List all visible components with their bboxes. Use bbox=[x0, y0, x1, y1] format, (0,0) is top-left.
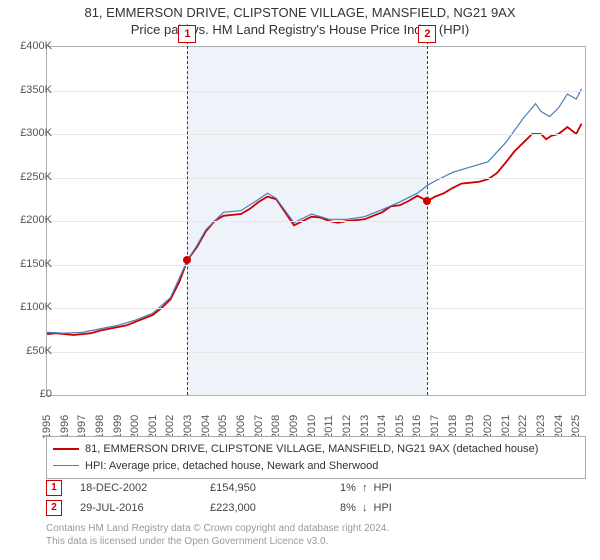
attribution-footer: Contains HM Land Registry data © Crown c… bbox=[46, 522, 586, 548]
sales-table: 1 18-DEC-2002£154,9501% ↑ HPI 2 29-JUL-2016… bbox=[46, 478, 586, 518]
sale-point bbox=[423, 197, 431, 205]
legend-item: 81, EMMERSON DRIVE, CLIPSTONE VILLAGE, M… bbox=[53, 441, 579, 458]
sale-marker-badge: 2 bbox=[418, 25, 436, 43]
series-hpi bbox=[47, 89, 582, 333]
chart-subtitle: Price paid vs. HM Land Registry's House … bbox=[0, 22, 600, 41]
y-axis-label: £300K bbox=[8, 127, 52, 139]
sale-row-badge: 1 bbox=[46, 480, 62, 496]
sale-price: £154,950 bbox=[210, 482, 340, 494]
legend-label: 81, EMMERSON DRIVE, CLIPSTONE VILLAGE, M… bbox=[85, 441, 538, 458]
y-axis-label: £0 bbox=[8, 388, 52, 400]
legend-swatch bbox=[53, 465, 79, 466]
gridline bbox=[47, 91, 585, 92]
sale-date: 29-JUL-2016 bbox=[80, 502, 210, 514]
sale-date: 18-DEC-2002 bbox=[80, 482, 210, 494]
gridline bbox=[47, 134, 585, 135]
y-axis-label: £400K bbox=[8, 40, 52, 52]
sale-marker-line bbox=[187, 41, 188, 395]
gridline bbox=[47, 352, 585, 353]
y-axis-label: £200K bbox=[8, 214, 52, 226]
chart-title: 81, EMMERSON DRIVE, CLIPSTONE VILLAGE, M… bbox=[0, 0, 600, 22]
footer-line-2: This data is licensed under the Open Gov… bbox=[46, 536, 328, 547]
series-property bbox=[47, 124, 582, 335]
sale-marker-line bbox=[427, 41, 428, 395]
sale-point bbox=[183, 256, 191, 264]
y-axis-label: £100K bbox=[8, 301, 52, 313]
gridline bbox=[47, 221, 585, 222]
gridline bbox=[47, 265, 585, 266]
sale-hpi-diff: 1% ↑ HPI bbox=[340, 482, 586, 494]
gridline bbox=[47, 178, 585, 179]
y-axis-label: £250K bbox=[8, 171, 52, 183]
sale-row-badge: 2 bbox=[46, 500, 62, 516]
sale-row: 2 29-JUL-2016£223,0008% ↓ HPI bbox=[46, 498, 586, 518]
legend-label: HPI: Average price, detached house, Newa… bbox=[85, 458, 378, 475]
sale-hpi-diff: 8% ↓ HPI bbox=[340, 502, 586, 514]
chart-legend: 81, EMMERSON DRIVE, CLIPSTONE VILLAGE, M… bbox=[46, 436, 586, 479]
gridline bbox=[47, 308, 585, 309]
sale-price: £223,000 bbox=[210, 502, 340, 514]
y-axis-label: £350K bbox=[8, 84, 52, 96]
sale-marker-badge: 1 bbox=[178, 25, 196, 43]
footer-line-1: Contains HM Land Registry data © Crown c… bbox=[46, 523, 389, 534]
legend-item: HPI: Average price, detached house, Newa… bbox=[53, 458, 579, 475]
legend-swatch bbox=[53, 448, 79, 450]
sale-row: 1 18-DEC-2002£154,9501% ↑ HPI bbox=[46, 478, 586, 498]
y-axis-label: £150K bbox=[8, 258, 52, 270]
price-chart: 1995199619971998199920002001200220032004… bbox=[46, 46, 586, 396]
y-axis-label: £50K bbox=[8, 345, 52, 357]
